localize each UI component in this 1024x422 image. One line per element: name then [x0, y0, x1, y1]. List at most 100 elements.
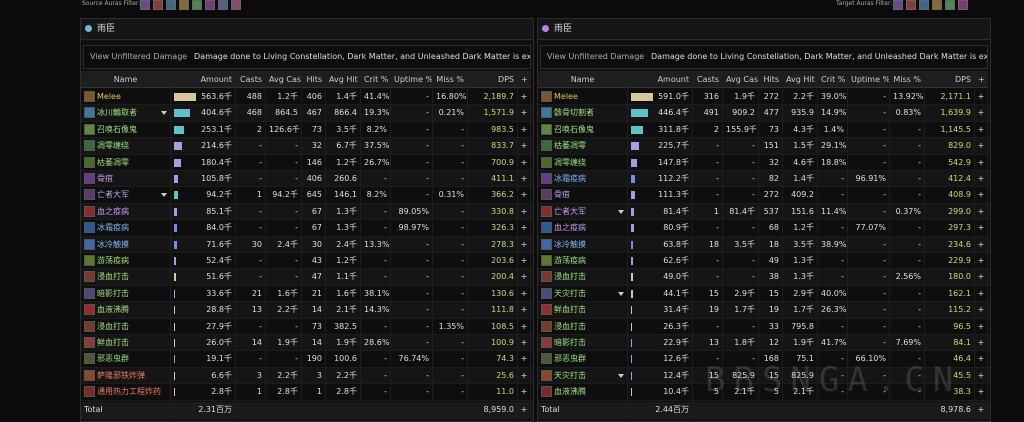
row-add-button[interactable]: + — [518, 285, 531, 302]
column-header[interactable]: Casts — [236, 71, 266, 88]
aura-icon[interactable] — [231, 0, 241, 10]
ability-name[interactable]: 召唤石像鬼 — [81, 121, 171, 138]
column-header[interactable]: DPS — [925, 71, 975, 88]
aura-icon[interactable] — [205, 0, 215, 10]
ability-name[interactable]: 暗影打击 — [81, 285, 171, 302]
ability-name[interactable]: 冰霜疫病 — [81, 220, 171, 237]
row-add-button[interactable]: + — [518, 203, 531, 220]
ability-name[interactable]: Melee — [538, 89, 628, 105]
ability-name[interactable]: 游荡疫病 — [538, 253, 628, 269]
row-add-button[interactable]: + — [975, 318, 988, 335]
row-add-button[interactable]: + — [518, 105, 531, 122]
ability-name[interactable]: 天灾打击 — [538, 367, 628, 384]
row-add-button[interactable]: + — [518, 384, 531, 401]
view-unfiltered-button[interactable]: View Unfiltered Damage — [90, 52, 188, 61]
ability-name[interactable]: 冰冷触摸 — [81, 236, 171, 253]
ability-name[interactable]: 骨疽 — [538, 187, 628, 204]
row-add-button[interactable]: + — [518, 269, 531, 286]
aura-icon[interactable] — [166, 0, 176, 10]
row-add-button[interactable]: + — [518, 154, 531, 171]
ability-name[interactable]: 游荡疫病 — [81, 253, 171, 269]
column-header[interactable]: Crit % — [361, 71, 391, 88]
row-add-button[interactable]: + — [975, 121, 988, 138]
ability-name[interactable]: 枯萎凋零 — [81, 154, 171, 171]
row-add-button[interactable]: + — [518, 89, 531, 105]
column-header[interactable]: + — [518, 71, 531, 88]
ability-name[interactable]: 邪恶虫群 — [538, 351, 628, 368]
column-header[interactable]: Amount — [171, 71, 236, 88]
row-add-button[interactable]: + — [975, 401, 988, 418]
ability-name[interactable]: 浸血打击 — [81, 269, 171, 286]
row-add-button[interactable]: + — [518, 351, 531, 368]
row-add-button[interactable]: + — [975, 89, 988, 105]
aura-icon[interactable] — [140, 0, 150, 10]
ability-name[interactable]: 血液沸腾 — [81, 302, 171, 319]
ability-name[interactable]: 冰霜疫病 — [538, 171, 628, 187]
row-add-button[interactable]: + — [975, 187, 988, 204]
row-add-button[interactable]: + — [975, 335, 988, 351]
aura-icon[interactable] — [919, 0, 929, 10]
ability-name[interactable]: 鲜血打击 — [538, 302, 628, 319]
ability-name[interactable]: 鲜血打击 — [81, 335, 171, 351]
aura-icon[interactable] — [179, 0, 189, 10]
column-header[interactable]: + — [975, 71, 988, 88]
column-header[interactable]: Avg Cast — [723, 71, 759, 88]
column-header[interactable]: Name — [81, 71, 171, 88]
column-header[interactable]: Casts — [693, 71, 723, 88]
row-add-button[interactable]: + — [518, 302, 531, 319]
ability-name[interactable]: 萨隆邪铁炸弹 — [81, 367, 171, 384]
ability-name[interactable]: 天灾打击 — [538, 285, 628, 302]
expand-arrow[interactable] — [161, 193, 167, 198]
ability-name[interactable]: 通用热力工程炸药 — [81, 384, 171, 401]
row-add-button[interactable]: + — [518, 253, 531, 269]
row-add-button[interactable]: + — [518, 401, 531, 418]
column-header[interactable]: Miss % — [433, 71, 468, 88]
row-add-button[interactable]: + — [518, 220, 531, 237]
row-add-button[interactable]: + — [975, 105, 988, 122]
view-unfiltered-button[interactable]: View Unfiltered Damage — [547, 52, 645, 61]
ability-name[interactable]: 暗影打击 — [538, 335, 628, 351]
column-header[interactable]: Hits — [302, 71, 326, 88]
column-header[interactable]: Miss % — [890, 71, 925, 88]
ability-name[interactable]: 浸血打击 — [538, 318, 628, 335]
row-add-button[interactable]: + — [518, 187, 531, 204]
column-header[interactable]: Name — [538, 71, 628, 88]
expand-arrow[interactable] — [618, 373, 624, 378]
aura-icon[interactable] — [192, 0, 202, 10]
ability-name[interactable]: 邪恶虫群 — [81, 351, 171, 368]
aura-icon[interactable] — [153, 0, 163, 10]
column-header[interactable]: Amount — [628, 71, 693, 88]
column-header[interactable]: Avg Hit — [326, 71, 361, 88]
column-header[interactable]: DPS — [468, 71, 518, 88]
row-add-button[interactable]: + — [975, 384, 988, 401]
ability-name[interactable]: 浸血打击 — [538, 269, 628, 286]
ability-name[interactable]: 亡者大军 — [538, 203, 628, 220]
row-add-button[interactable]: + — [518, 335, 531, 351]
row-add-button[interactable]: + — [975, 367, 988, 384]
row-add-button[interactable]: + — [518, 367, 531, 384]
ability-name[interactable]: 枯萎凋零 — [538, 138, 628, 155]
column-header[interactable]: Hits — [759, 71, 783, 88]
row-add-button[interactable]: + — [975, 138, 988, 155]
ability-name[interactable]: 血液沸腾 — [538, 384, 628, 401]
row-add-button[interactable]: + — [518, 171, 531, 187]
ability-name[interactable]: 召唤石像鬼 — [538, 121, 628, 138]
ability-name[interactable]: 血之疫病 — [538, 220, 628, 237]
expand-arrow[interactable] — [161, 111, 167, 116]
row-add-button[interactable]: + — [975, 351, 988, 368]
row-add-button[interactable]: + — [975, 236, 988, 253]
row-add-button[interactable]: + — [518, 318, 531, 335]
row-add-button[interactable]: + — [975, 220, 988, 237]
row-add-button[interactable]: + — [518, 138, 531, 155]
ability-name[interactable]: 骨疽 — [81, 171, 171, 187]
ability-name[interactable]: 血之疫病 — [81, 203, 171, 220]
ability-name[interactable]: 骸骨切割者 — [538, 105, 628, 122]
aura-icon[interactable] — [893, 0, 903, 10]
aura-icon[interactable] — [945, 0, 955, 10]
column-header[interactable]: Uptime % — [848, 71, 890, 88]
aura-icon[interactable] — [218, 0, 228, 10]
row-add-button[interactable]: + — [518, 236, 531, 253]
row-add-button[interactable]: + — [975, 269, 988, 286]
column-header[interactable]: Uptime % — [391, 71, 433, 88]
expand-arrow[interactable] — [618, 291, 624, 296]
